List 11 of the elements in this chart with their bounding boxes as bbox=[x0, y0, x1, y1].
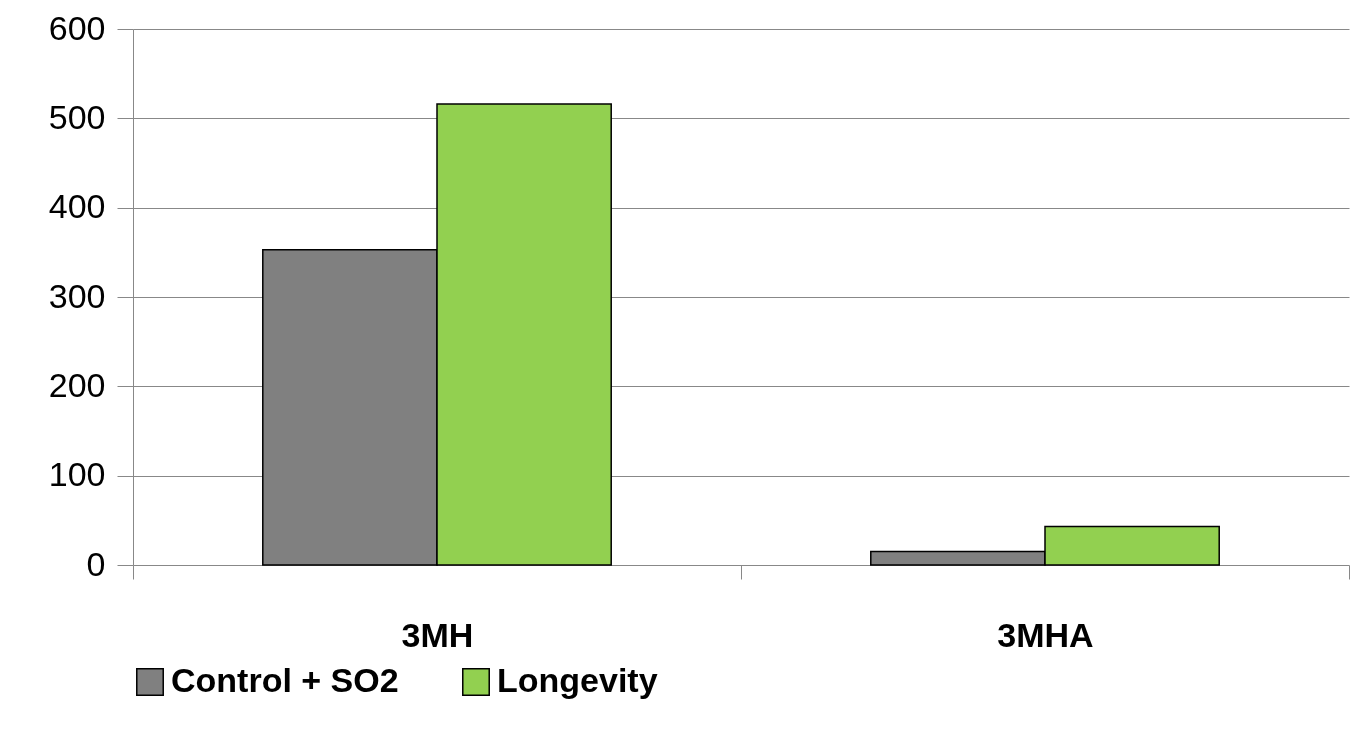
x-tick-label: 3MHA bbox=[997, 615, 1094, 654]
legend-label: Longevity bbox=[497, 661, 658, 699]
y-tick-label: 300 bbox=[48, 276, 106, 315]
y-tick-label: 100 bbox=[48, 455, 106, 494]
y-tick-label: 400 bbox=[48, 187, 106, 226]
y-tick-label: 600 bbox=[48, 8, 106, 47]
x-tick-label: 3MH bbox=[401, 615, 474, 654]
y-tick-label: 200 bbox=[48, 365, 106, 404]
y-tick-label: 500 bbox=[48, 97, 106, 136]
legend-label: Control + SO2 bbox=[171, 661, 399, 699]
y-tick-label: 0 bbox=[86, 544, 106, 583]
